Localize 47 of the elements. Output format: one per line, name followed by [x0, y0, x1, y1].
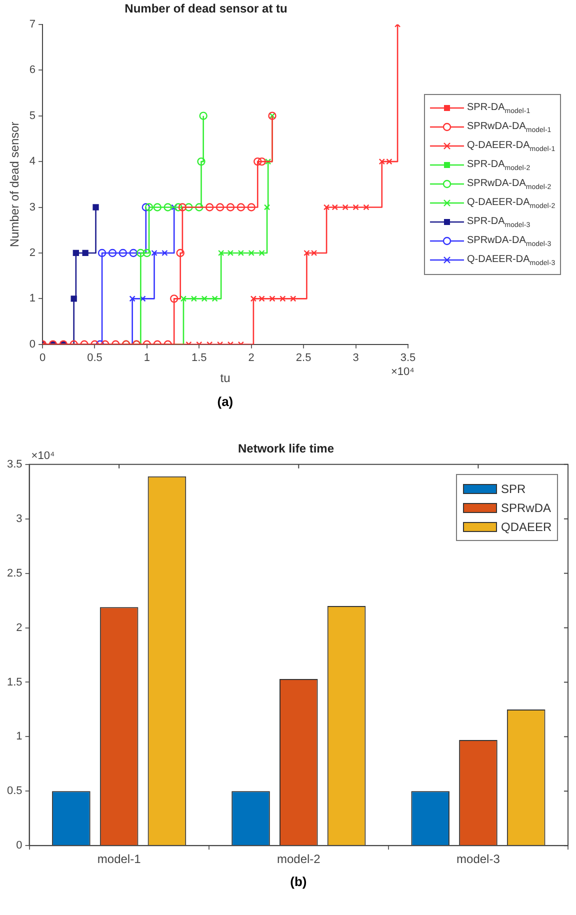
legend-label: SPR-DA$_{model-2}$ [467, 158, 530, 172]
legend-label: SPR-DA$_{model-3}$ [467, 216, 530, 229]
x-tick-label: 0 [39, 352, 46, 364]
legend-label: Q-DAEER-DA$_{model-3}$ [467, 254, 556, 267]
y-tick-label: 1 [16, 730, 22, 743]
x-tick-label: model-2 [276, 852, 321, 866]
y-tick-label: 3 [29, 201, 36, 214]
y-tick-label: 5 [29, 110, 36, 122]
x-tick-label: 1.5 [192, 352, 207, 364]
legend-label: SPRwDA [501, 500, 552, 515]
x-tick-label: 3.5 [400, 352, 416, 364]
y-tick-label: 1 [29, 292, 36, 305]
text: ×10⁴ [391, 366, 414, 378]
legend-label: SPR-DA$_{model-1}$ [467, 102, 530, 115]
x-tick-label: 0.5 [87, 352, 102, 364]
x-tick-label: 3 [352, 352, 359, 364]
y-tick-label: 1.5 [6, 676, 22, 688]
y-tick-label: 6 [29, 64, 36, 76]
y-tick-label: 3 [16, 512, 22, 525]
x-tick-label: 1 [144, 352, 150, 364]
chart-title: Network life time [238, 442, 334, 456]
legend-label: QDAEER [501, 520, 552, 534]
y-tick-label: 0.5 [6, 785, 22, 798]
text: (a) [217, 394, 234, 409]
x-axis-title: tu [220, 371, 230, 386]
legend-label: SPRwDA-DA$_{model-2}$ [467, 178, 552, 191]
legend-label: SPR [501, 482, 526, 496]
x-tick-label: 2 [248, 352, 254, 364]
y-tick-label: 2 [16, 622, 22, 634]
x-tick-label: model-3 [456, 852, 500, 866]
text: (b) [290, 874, 307, 889]
y-tick-label: 4 [29, 156, 36, 168]
y-axis-title: Number of dead sensor [8, 122, 22, 248]
legend-label: Q-DAEER-DA$_{model-1}$ [467, 140, 556, 153]
y-tick-label: 0 [16, 840, 22, 852]
y-tick-label: 7 [29, 18, 36, 30]
y-tick-label: 2.5 [6, 567, 22, 580]
text: ×10⁴ [31, 450, 55, 462]
legend-label: Q-DAEER-DA$_{model-2}$ [467, 196, 556, 210]
x-tick-label: 2.5 [296, 352, 312, 364]
y-tick-label: 2 [29, 247, 36, 260]
x-tick-label: model-1 [97, 852, 142, 866]
legend-label: SPRwDA-DA$_{model-3}$ [467, 234, 552, 248]
y-tick-label: 3.5 [6, 458, 22, 470]
chart-title: Number of dead sensor at tu [124, 2, 288, 16]
y-tick-label: 0 [29, 338, 36, 350]
legend-label: SPRwDA-DA$_{model-1}$ [467, 120, 552, 134]
